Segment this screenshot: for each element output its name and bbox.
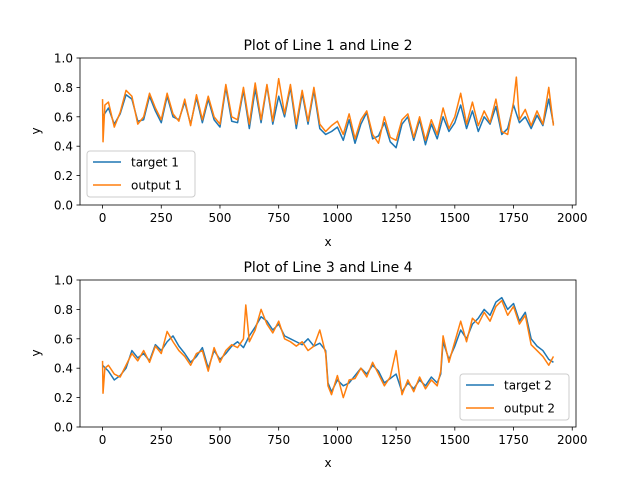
series-line-target-2: [102, 296, 554, 393]
legend-label-output-1: output 1: [131, 179, 182, 193]
series-line-output-1: [101, 76, 555, 145]
x-tick-label: 250: [150, 433, 173, 447]
chart-title: Plot of Line 1 and Line 2: [243, 38, 412, 54]
x-tick-label: 250: [150, 211, 173, 225]
x-tick-label: 1250: [381, 433, 412, 447]
x-axis-label: x: [324, 456, 331, 470]
legend-label-output-2: output 2: [504, 402, 555, 416]
y-tick-label: 1.0: [54, 52, 73, 66]
series-line-output-2: [101, 299, 555, 399]
x-tick-label: 750: [267, 211, 290, 225]
legend: target 1 output 1: [86, 150, 196, 198]
y-tick-label: 0.0: [54, 199, 73, 213]
x-tick-label: 500: [209, 433, 232, 447]
y-tick-label: 0.4: [54, 140, 73, 154]
subplot-2: Plot of Line 3 and Line 4 0 250 500 750 1000…: [29, 260, 588, 470]
x-tick-label: 0: [99, 211, 107, 225]
legend-label-target-1: target 1: [131, 156, 179, 170]
x-tick-label: 1000: [322, 433, 353, 447]
x-tick-label: 1500: [440, 433, 471, 447]
chart-title: Plot of Line 3 and Line 4: [243, 260, 412, 276]
x-axis-label: x: [324, 235, 331, 249]
y-tick-label: 0.2: [54, 169, 73, 183]
legend: target 2 output 2: [459, 373, 570, 421]
y-tick-label: 0.6: [54, 332, 73, 346]
x-tick-label: 0: [99, 433, 107, 447]
y-axis-label: y: [29, 349, 43, 356]
x-tick-label: 750: [267, 433, 290, 447]
plot-area: 0 250 500 750 1000 1250 1500 1750 2000 0.0 0.2 0.4 0…: [54, 274, 588, 448]
x-tick-label: 500: [209, 211, 232, 225]
subplot-1: Plot of Line 1 and Line 2 0 250 500 750 1000…: [29, 38, 588, 249]
x-tick-label: 1000: [322, 211, 353, 225]
x-tick-label: 1250: [381, 211, 412, 225]
plot-area: 0 250 500 750 1000 1250 1500 1750 2000 0.0 0.2 0.4 0…: [54, 52, 588, 226]
x-tick-label: 1500: [440, 211, 471, 225]
y-tick-label: 0.2: [54, 391, 73, 405]
x-tick-label: 1750: [498, 433, 529, 447]
axes-frame: [79, 279, 577, 428]
x-tick-label: 2000: [557, 211, 588, 225]
legend-label-target-2: target 2: [504, 379, 552, 393]
y-tick-label: 0.0: [54, 421, 73, 435]
y-axis-label: y: [29, 127, 43, 134]
x-tick-label: 2000: [557, 433, 588, 447]
axes-frame: [79, 57, 577, 206]
y-tick-label: 0.6: [54, 110, 73, 124]
x-tick-label: 1750: [498, 211, 529, 225]
y-tick-label: 1.0: [54, 274, 73, 288]
y-tick-label: 0.8: [54, 303, 73, 317]
y-tick-label: 0.8: [54, 81, 73, 95]
y-tick-label: 0.4: [54, 362, 73, 376]
